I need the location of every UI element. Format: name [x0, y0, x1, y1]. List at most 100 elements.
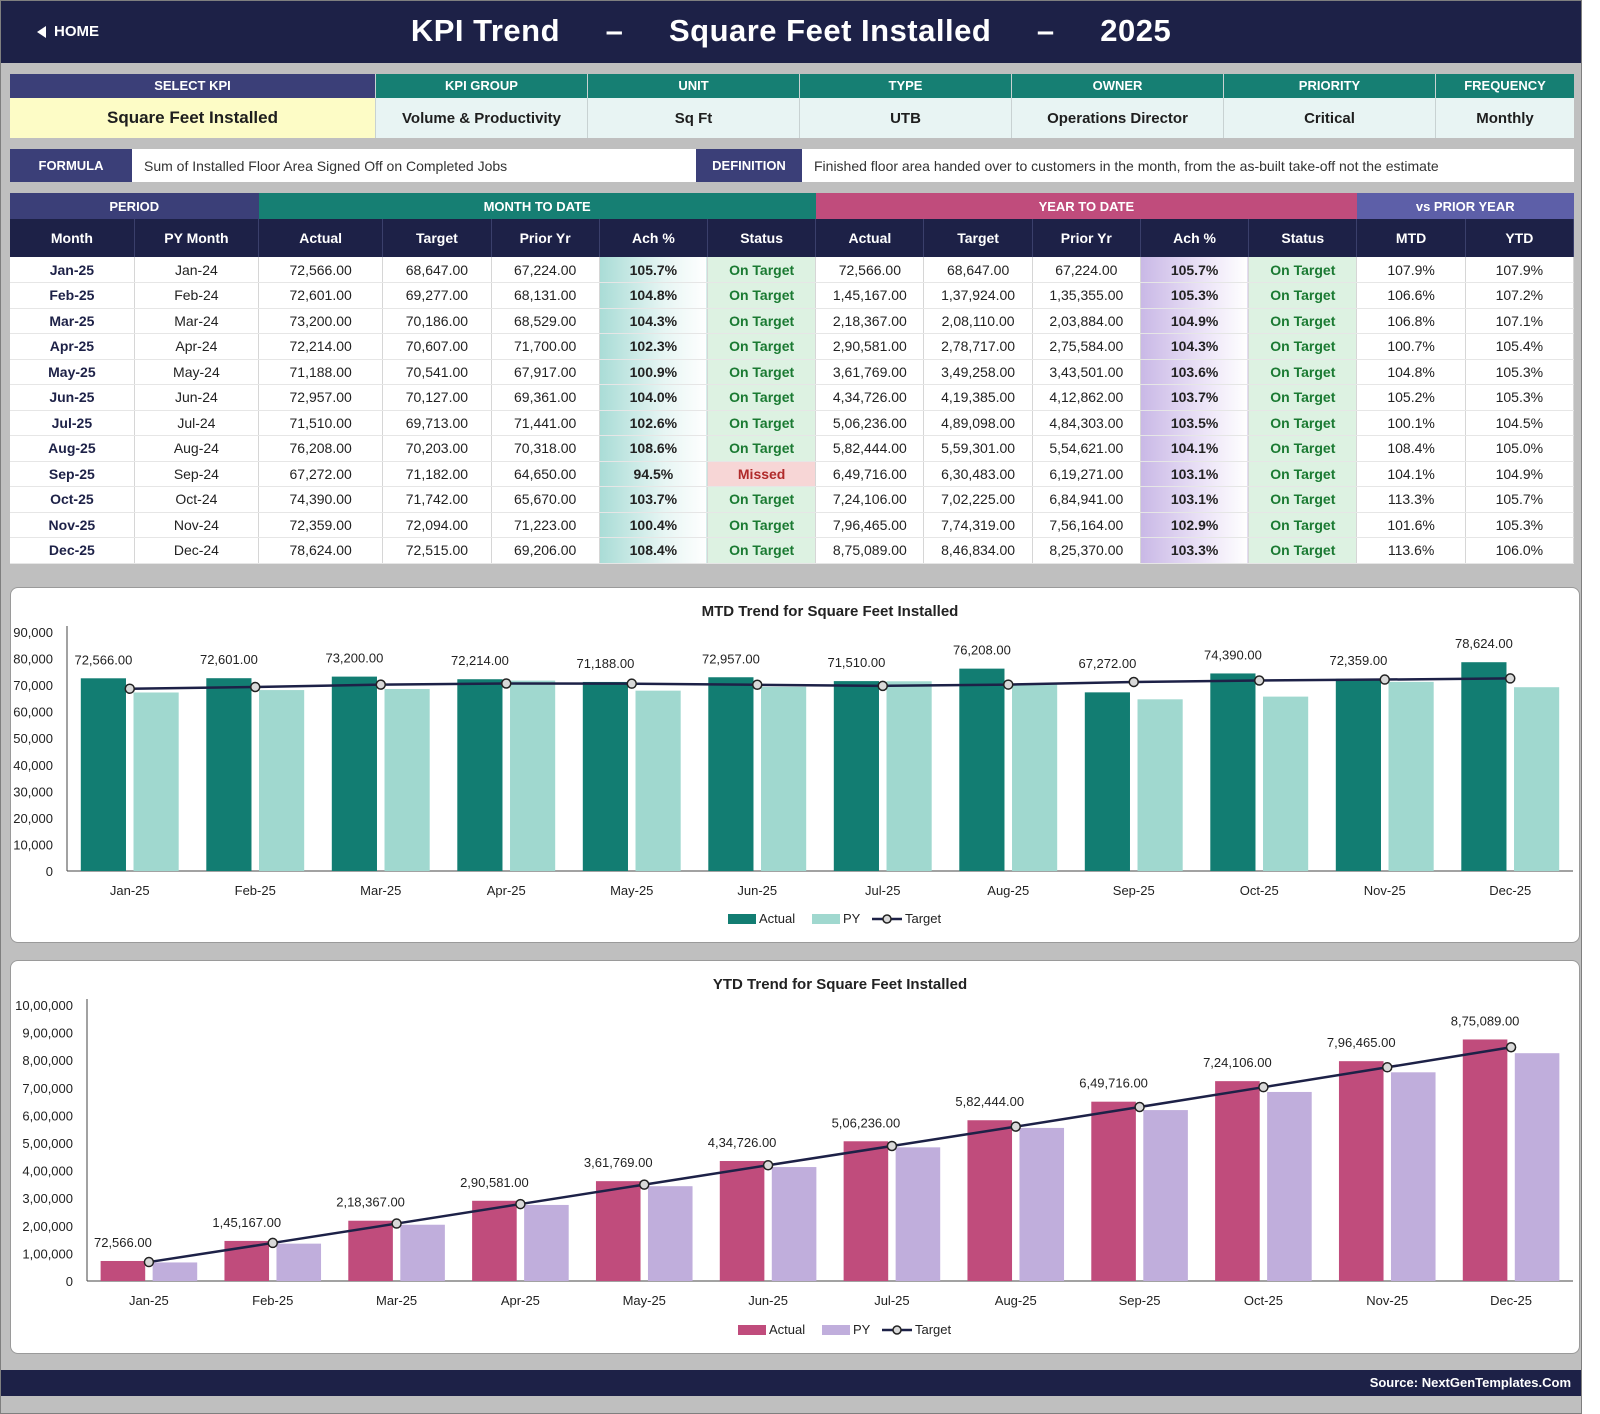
target-marker: [1382, 1062, 1393, 1073]
x-tick-label: Feb-25: [252, 1293, 293, 1308]
table-row: Jan-25 Jan-24 72,566.00 68,647.00 67,224.00 1…: [10, 257, 1575, 283]
table-cell: 102.6%: [599, 410, 709, 436]
table-cell: Jun-24: [134, 384, 260, 411]
table-cell: 108.4%: [599, 537, 709, 564]
table-row: Mar-25 Mar-24 73,200.00 70,186.00 68,529.00 1…: [10, 308, 1575, 334]
actual-data-label: 78,624.00: [1455, 636, 1513, 651]
actual-data-label: 72,566.00: [74, 652, 132, 667]
table-cell: 101.6%: [1356, 512, 1466, 538]
table-cell: 104.1%: [1356, 461, 1466, 487]
priority-cell: PRIORITY Critical: [1224, 74, 1436, 138]
py-bar: [771, 1167, 817, 1281]
x-tick-label: Apr-25: [501, 1293, 540, 1308]
target-marker: [626, 678, 637, 689]
table-cell: 105.2%: [1356, 384, 1466, 411]
actual-bar: [80, 678, 126, 871]
table-cell: Oct-25: [10, 486, 135, 513]
target-marker: [752, 679, 763, 691]
x-tick-label: Nov-25: [1366, 1293, 1408, 1308]
table-cell: Jun-25: [10, 384, 135, 411]
table-cell: Oct-24: [134, 486, 260, 513]
x-tick-label: Jan-25: [110, 883, 150, 898]
table-cell: 4,12,862.00: [1032, 384, 1141, 411]
target-marker: [375, 679, 386, 690]
column-header: Actual: [258, 219, 384, 257]
py-bar: [152, 1262, 198, 1281]
group-year-to-date: YEAR TO DATE: [815, 193, 1357, 219]
table-cell: 71,182.00: [382, 461, 492, 487]
target-marker: [1134, 1101, 1145, 1113]
table-cell: 1,45,167.00: [815, 282, 925, 309]
table-cell: 72,515.00: [382, 537, 492, 564]
y-tick-label: 40,000: [13, 758, 53, 773]
legend-target-label: Target: [915, 1322, 952, 1337]
actual-data-label: 7,96,465.00: [1327, 1035, 1396, 1050]
actual-bar: [833, 681, 879, 871]
target-marker: [1505, 673, 1516, 684]
table-cell: On Target: [707, 257, 817, 283]
table-cell: 103.1%: [1140, 486, 1250, 513]
actual-bar: [967, 1120, 1013, 1281]
table-cell: 103.7%: [1140, 384, 1250, 411]
y-tick-label: 4,00,000: [22, 1164, 73, 1179]
table-cell: 7,74,319.00: [923, 512, 1033, 538]
table-cell: On Target: [1248, 461, 1358, 487]
target-marker: [124, 683, 135, 694]
info-header: FREQUENCY: [1436, 74, 1574, 98]
table-column-header: Month PY Month Actual Target Prior Yr Ach % St…: [10, 219, 1575, 257]
home-button[interactable]: HOME: [37, 23, 99, 40]
table-cell: On Target: [1248, 512, 1358, 538]
table-cell: 69,277.00: [382, 282, 492, 309]
actual-bar: [959, 668, 1005, 871]
table-cell: On Target: [1248, 537, 1358, 564]
table-cell: On Target: [1248, 282, 1358, 309]
column-header: YTD: [1465, 219, 1575, 257]
group-month-to-date: MONTH TO DATE: [258, 193, 816, 219]
py-bar: [276, 1243, 322, 1281]
actual-bar: [331, 676, 377, 871]
actual-bar: [1210, 673, 1256, 871]
column-header: Target: [382, 219, 492, 257]
table-cell: 104.1%: [1140, 435, 1250, 462]
table-cell: 68,647.00: [923, 257, 1033, 283]
table-cell: 107.9%: [1465, 257, 1575, 283]
column-header: Prior Yr: [491, 219, 600, 257]
py-bar: [895, 1147, 941, 1281]
table-cell: Mar-24: [134, 308, 260, 334]
table-cell: 69,206.00: [491, 537, 600, 564]
select-kpi-cell[interactable]: SELECT KPI Square Feet Installed: [10, 74, 376, 138]
target-marker: [1258, 1081, 1269, 1093]
actual-data-label: 74,390.00: [1204, 647, 1262, 662]
actual-bar: [1462, 1039, 1508, 1281]
page-title: KPI Trend – Square Feet Installed – 2025: [1, 13, 1581, 49]
table-cell: 71,700.00: [491, 333, 600, 360]
table-cell: 70,203.00: [382, 435, 492, 462]
table-cell: 3,43,501.00: [1032, 359, 1141, 385]
table-cell: Dec-25: [10, 537, 135, 564]
mtd-chart-panel: MTD Trend for Square Feet Installed 0 10,0…: [10, 587, 1580, 943]
legend-actual-swatch: [738, 1325, 766, 1335]
selected-kpi-value[interactable]: Square Feet Installed: [10, 98, 375, 138]
y-tick-label: 30,000: [13, 784, 53, 799]
owner-cell: OWNER Operations Director: [1012, 74, 1224, 138]
actual-data-label: 72,214.00: [451, 653, 509, 668]
actual-data-label: 5,82,444.00: [955, 1094, 1024, 1109]
x-tick-label: Mar-25: [360, 883, 401, 898]
table-group-header: PERIOD MONTH TO DATE YEAR TO DATE vs PRI…: [10, 193, 1574, 219]
x-tick-label: Apr-25: [487, 883, 526, 898]
type-cell: TYPE UTB: [800, 74, 1012, 138]
table-cell: 3,49,258.00: [923, 359, 1033, 385]
py-bar: [1267, 1091, 1312, 1281]
kpi-table: PERIOD MONTH TO DATE YEAR TO DATE vs PRI…: [10, 193, 1575, 564]
table-cell: Jan-24: [134, 257, 260, 283]
table-cell: May-25: [10, 359, 135, 385]
column-header: Target: [923, 219, 1033, 257]
actual-bar: [719, 1161, 765, 1281]
table-cell: 105.7%: [1140, 257, 1250, 283]
table-cell: 104.0%: [599, 384, 709, 411]
table-cell: 68,529.00: [491, 308, 600, 334]
actual-data-label: 72,601.00: [200, 652, 258, 667]
actual-data-label: 71,510.00: [827, 655, 885, 670]
y-tick-label: 50,000: [13, 731, 53, 746]
table-row: Nov-25 Nov-24 72,359.00 72,094.00 71,223.00 1…: [10, 512, 1575, 538]
